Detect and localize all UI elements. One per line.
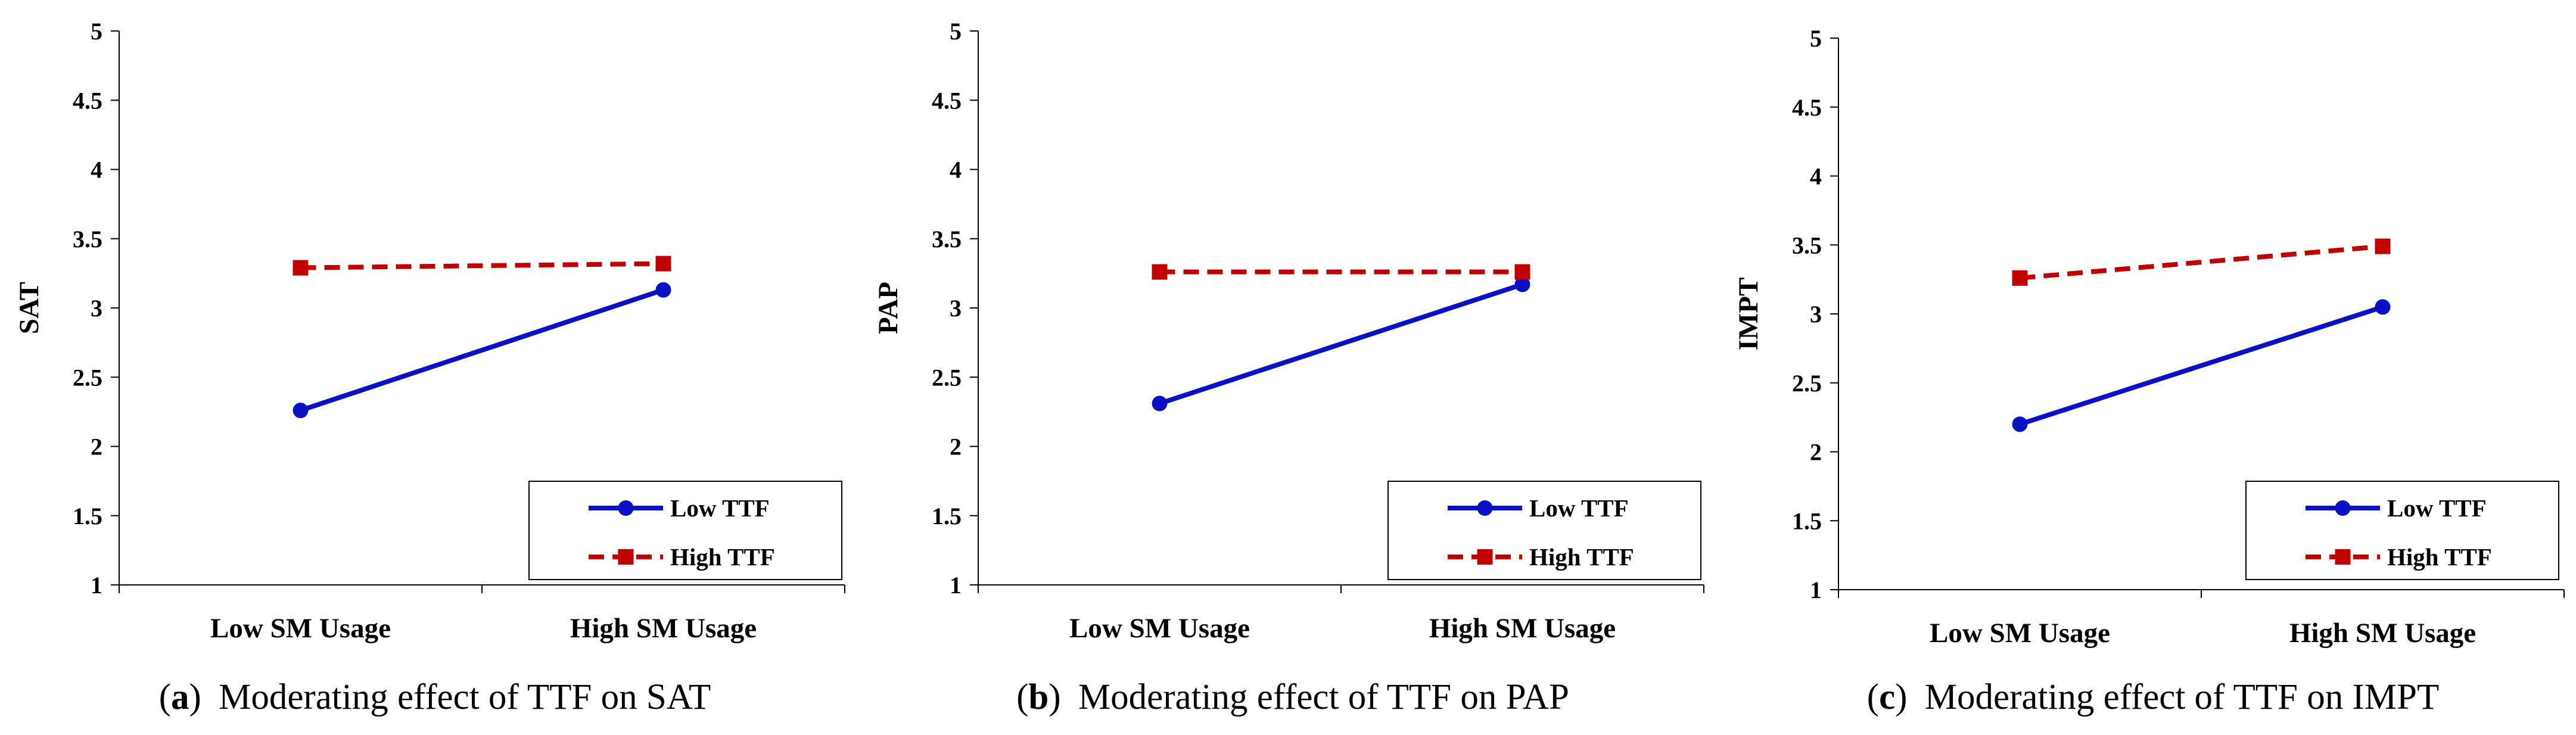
- y-tick-label: 1: [950, 572, 962, 599]
- y-axis-title: PAP: [873, 282, 904, 334]
- y-tick-label: 3.5: [73, 226, 102, 253]
- y-tick-label: 4: [91, 157, 102, 183]
- caption-text: Moderating effect of TTF on PAP: [1078, 677, 1569, 717]
- y-tick-label: 5: [950, 18, 962, 45]
- legend: Low TTF High TTF: [528, 481, 842, 580]
- legend-label: High TTF: [1529, 543, 1634, 571]
- y-tick-label: 2.5: [932, 364, 962, 391]
- panel-caption: (a) Moderating effect of TTF on SAT: [159, 677, 711, 717]
- data-point-low-ttf-0: [293, 403, 309, 419]
- legend-box: [2245, 481, 2559, 580]
- x-category-label: Low SM Usage: [210, 613, 391, 644]
- legend-label: Low TTF: [1529, 494, 1629, 522]
- legend-label: High TTF: [2387, 543, 2492, 571]
- data-point-low-ttf-0: [1152, 395, 1168, 412]
- series-line-high-ttf: [2020, 244, 2383, 281]
- data-point-low-ttf-1: [2375, 299, 2391, 315]
- y-tick-label: 3.5: [1792, 232, 1822, 259]
- chart-panel-c: 1 1.5 2 2.5 3 3.5 4 4.5 5 Low SM Usage High SM Usa…: [1733, 25, 2565, 717]
- legend-swatch-marker: [1477, 549, 1493, 565]
- y-tick-label: 1.5: [1792, 507, 1822, 534]
- legend-label: High TTF: [670, 543, 775, 571]
- caption-paren-close: ): [189, 677, 211, 717]
- y-tick-label: 4.5: [73, 87, 102, 114]
- y-tick-label: 3: [950, 295, 962, 322]
- data-point-high-ttf-1: [1514, 264, 1530, 280]
- panel-caption: (c) Moderating effect of TTF on IMPT: [1867, 677, 2439, 717]
- legend-swatch-marker: [2335, 500, 2351, 516]
- y-tick-label: 4.5: [1792, 94, 1822, 121]
- y-tick-label: 4: [950, 157, 962, 183]
- x-category-label: Low SM Usage: [1069, 613, 1250, 644]
- y-axis-title: SAT: [14, 282, 45, 334]
- y-tick-label: 3: [1810, 301, 1822, 328]
- chart-panel-b: 1 1.5 2 2.5 3 3.5 4 4.5 5 Low SM Usage High SM Usa…: [873, 18, 1704, 717]
- caption-paren-open: (: [159, 677, 171, 717]
- y-tick-label: 2: [1810, 439, 1822, 466]
- y-tick-label: 1: [1810, 577, 1822, 603]
- x-category-label: Low SM Usage: [1930, 618, 2110, 649]
- y-tick-label: 2: [91, 434, 102, 460]
- legend-swatch-marker: [618, 549, 634, 565]
- data-point-high-ttf-1: [655, 256, 671, 272]
- legend-swatch-marker: [618, 500, 634, 516]
- caption-panel-letter: a: [171, 677, 189, 717]
- caption-paren-open: (: [1016, 677, 1028, 717]
- x-category-label: High SM Usage: [2289, 618, 2476, 649]
- legend-swatch-marker: [2335, 549, 2351, 565]
- y-tick-label: 1.5: [932, 503, 962, 530]
- data-point-low-ttf-1: [655, 282, 671, 298]
- x-category-label: High SM Usage: [570, 613, 757, 644]
- legend-box: [528, 481, 842, 580]
- chart-panel-a: 1 1.5 2 2.5 3 3.5 4 4.5 5 Low SM Usage High SM Usa…: [14, 18, 845, 717]
- y-tick-label: 4.5: [932, 87, 962, 114]
- caption-panel-letter: c: [1879, 677, 1895, 717]
- series-line-low-ttf: [2019, 304, 2384, 427]
- x-category-label: High SM Usage: [1429, 613, 1616, 644]
- panel-caption: (b) Moderating effect of TTF on PAP: [1016, 677, 1569, 717]
- y-tick-label: 4: [1810, 163, 1822, 190]
- caption-text: Moderating effect of TTF on SAT: [219, 677, 711, 717]
- caption-text: Moderating effect of TTF on IMPT: [1925, 677, 2439, 717]
- y-tick-label: 1.5: [73, 503, 102, 530]
- legend: Low TTF High TTF: [2245, 481, 2559, 580]
- legend-box: [1387, 481, 1701, 580]
- legend: Low TTF High TTF: [1387, 481, 1701, 580]
- y-axis-title: IMPT: [1733, 278, 1764, 351]
- caption-paren-close: ): [1895, 677, 1917, 717]
- legend-swatch-marker: [1477, 500, 1493, 516]
- data-point-high-ttf-0: [2012, 270, 2028, 286]
- y-tick-label: 3.5: [932, 226, 962, 253]
- caption-paren-close: ): [1049, 677, 1070, 717]
- y-tick-label: 5: [91, 18, 102, 45]
- y-tick-label: 5: [1810, 25, 1822, 52]
- series-line-low-ttf: [1159, 282, 1523, 406]
- y-tick-label: 2.5: [1792, 370, 1822, 397]
- y-tick-label: 3: [91, 295, 102, 322]
- caption-panel-letter: b: [1028, 677, 1049, 717]
- y-tick-label: 2: [950, 434, 962, 460]
- series-line-low-ttf: [300, 287, 664, 413]
- data-point-low-ttf-1: [1514, 276, 1530, 292]
- series-line-high-ttf: [300, 261, 664, 270]
- y-tick-label: 2.5: [73, 364, 102, 391]
- caption-paren-open: (: [1867, 677, 1879, 717]
- data-point-high-ttf-1: [2375, 238, 2391, 254]
- y-tick-label: 1: [91, 572, 102, 599]
- legend-label: Low TTF: [670, 494, 770, 522]
- data-point-high-ttf-0: [1152, 264, 1168, 280]
- data-point-high-ttf-0: [293, 260, 309, 276]
- data-point-low-ttf-0: [2012, 416, 2028, 432]
- legend-label: Low TTF: [2387, 494, 2487, 522]
